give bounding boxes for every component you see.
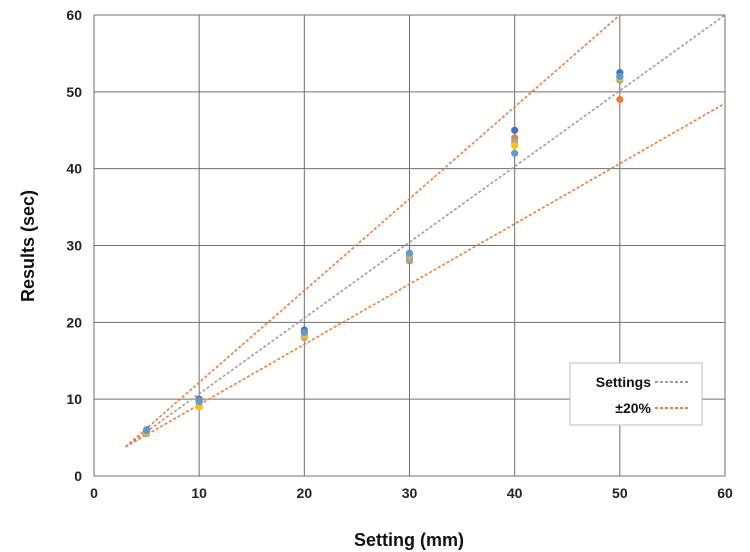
y-tick-label: 60 (66, 7, 82, 23)
data-point (511, 126, 519, 134)
data-point (142, 427, 151, 435)
data-point (405, 249, 414, 257)
y-tick-label: 10 (66, 391, 82, 407)
reference-line (125, 14, 621, 448)
y-tick-label: 50 (66, 84, 82, 100)
data-point (195, 403, 203, 411)
x-tick-label: 30 (402, 485, 418, 501)
x-tick-label: 40 (507, 485, 523, 501)
data-points (142, 69, 624, 438)
tick-labels: 0 10 20 30 40 50 60 0 10 20 30 40 50 60 (66, 7, 733, 501)
x-tick-label: 10 (191, 485, 207, 501)
data-point (616, 72, 624, 81)
data-point (511, 142, 519, 150)
y-tick-label: 30 (66, 238, 82, 254)
data-point (616, 95, 624, 104)
legend-label-pm20: ±20% (615, 400, 651, 416)
reference-line (125, 102, 726, 448)
reference-line (125, 14, 726, 448)
x-axis-title: Setting (mm) (354, 530, 464, 550)
x-tick-label: 0 (90, 485, 98, 501)
data-point (511, 149, 519, 157)
y-tick-label: 40 (66, 161, 82, 177)
y-tick-label: 0 (74, 468, 82, 484)
x-tick-label: 50 (612, 485, 628, 501)
y-axis-title: Results (sec) (18, 190, 38, 302)
data-point (195, 397, 203, 406)
y-tick-label: 20 (66, 314, 82, 330)
legend-label-settings: Settings (596, 374, 651, 390)
legend: Settings ±20% (569, 362, 703, 426)
x-tick-label: 60 (717, 485, 733, 501)
data-point (300, 328, 308, 336)
x-tick-label: 20 (297, 485, 313, 501)
reference-lines (125, 14, 726, 448)
legend-box (569, 362, 703, 426)
